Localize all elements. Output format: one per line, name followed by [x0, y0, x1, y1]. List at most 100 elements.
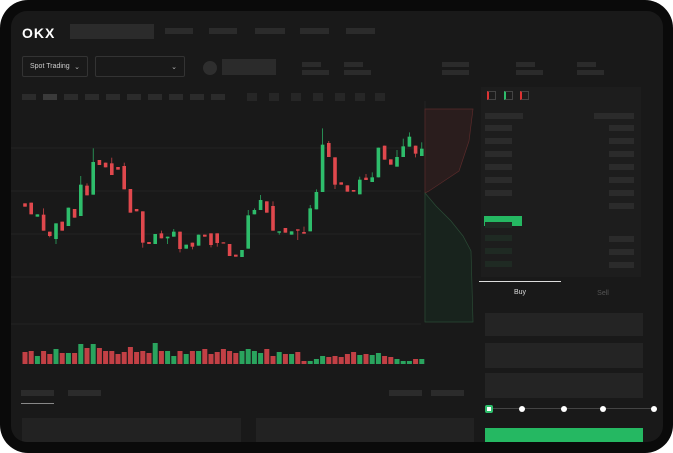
chart-tool-icon[interactable]	[269, 93, 279, 101]
volume-bar	[357, 355, 363, 364]
candle-body	[339, 182, 343, 185]
volume-bar	[351, 352, 357, 364]
volume-bar	[413, 359, 419, 364]
candle-body	[128, 189, 133, 213]
nav-item[interactable]	[255, 28, 285, 34]
volume-bar	[382, 356, 388, 364]
candle-body	[358, 179, 362, 195]
ask-price	[485, 125, 512, 131]
candle-body	[116, 167, 120, 170]
candlestick-chart[interactable]	[11, 11, 663, 442]
slider-step-50[interactable]	[561, 406, 567, 412]
chart-tool-icon[interactable]	[355, 93, 365, 101]
timeframe-button[interactable]	[64, 94, 78, 100]
buy-submit-button[interactable]	[485, 428, 643, 442]
nav-item[interactable]	[346, 28, 375, 34]
candle-body	[172, 231, 176, 237]
candle-body	[122, 166, 126, 190]
slider-step-100[interactable]	[651, 406, 657, 412]
volume-bar	[78, 344, 84, 364]
candle-body	[246, 215, 250, 249]
candle-body	[351, 190, 356, 192]
market-select[interactable]: Spot Trading ⌄	[22, 56, 88, 77]
tab-underline	[21, 403, 54, 404]
volume-bar	[196, 351, 202, 364]
chart-tool-icon[interactable]	[375, 93, 385, 101]
chart-tool-icon[interactable]	[313, 93, 323, 101]
chart-tool-icon[interactable]	[335, 93, 345, 101]
volume-bar	[264, 349, 270, 364]
candle-body	[184, 244, 188, 249]
candle-body	[35, 214, 40, 217]
filter-button[interactable]	[389, 390, 422, 396]
slider-step-75[interactable]	[600, 406, 606, 412]
book-layout-icon[interactable]	[487, 91, 496, 100]
ticker-stat	[302, 70, 329, 75]
candle-body	[66, 207, 71, 226]
slider-handle[interactable]	[485, 405, 493, 413]
candle-body	[141, 211, 145, 243]
candle-body	[159, 233, 164, 239]
timeframe-button[interactable]	[211, 94, 225, 100]
nav-item[interactable]	[165, 28, 193, 34]
volume-bar	[127, 347, 133, 364]
tab-buy[interactable]: Buy	[513, 289, 527, 296]
amount-input[interactable]	[485, 343, 643, 368]
chart-tool-icon[interactable]	[291, 93, 301, 101]
timeframe-button[interactable]	[43, 94, 57, 100]
orders-panel	[22, 418, 241, 442]
tab-sell[interactable]: Sell	[597, 290, 609, 297]
candle-body	[110, 163, 114, 175]
volume-bar	[388, 357, 394, 364]
candle-body	[389, 159, 393, 165]
candle-body	[302, 232, 306, 234]
candle-body	[364, 177, 368, 180]
volume-bar	[109, 351, 115, 364]
book-layout-icon[interactable]	[520, 91, 529, 100]
tab-order-history[interactable]	[68, 390, 101, 396]
volume-bar	[270, 356, 276, 364]
book-layout-icon[interactable]	[504, 91, 513, 100]
volume-bar	[276, 352, 282, 364]
candle-body	[41, 214, 46, 231]
nav-item[interactable]	[300, 28, 329, 34]
volume-bar	[332, 356, 338, 364]
candle-body	[48, 231, 52, 236]
nav-item[interactable]	[209, 28, 237, 34]
slider-step-25[interactable]	[519, 406, 525, 412]
volume-bar	[301, 361, 307, 364]
volume-bar	[189, 351, 195, 364]
volume-bar	[165, 351, 171, 364]
slider-track[interactable]	[489, 408, 657, 409]
timeframe-button[interactable]	[127, 94, 141, 100]
timeframe-button[interactable]	[148, 94, 162, 100]
candle-body	[314, 192, 319, 210]
timeframe-button[interactable]	[106, 94, 120, 100]
candle-body	[209, 233, 213, 245]
timeframe-button[interactable]	[22, 94, 36, 100]
volume-bar	[41, 351, 47, 364]
price-input[interactable]	[485, 313, 643, 336]
volume-bar	[214, 352, 220, 364]
volume-bar	[115, 354, 121, 364]
candle-body	[327, 143, 331, 157]
timeframe-button[interactable]	[169, 94, 183, 100]
volume-bar	[96, 348, 102, 364]
candle-body	[308, 208, 312, 232]
timeframe-button[interactable]	[190, 94, 204, 100]
chevron-down-icon: ⌄	[171, 63, 177, 71]
total-input[interactable]	[485, 373, 643, 398]
candle-body	[97, 160, 102, 165]
chart-tool-icon[interactable]	[247, 93, 257, 101]
volume-bar	[140, 351, 146, 364]
candle-body	[29, 202, 33, 215]
pair-select[interactable]: ⌄	[95, 56, 185, 77]
timeframe-button[interactable]	[85, 94, 99, 100]
search-bar[interactable]	[70, 24, 154, 39]
ticker-stat	[577, 70, 604, 75]
ask-amount	[609, 164, 634, 170]
tab-open-orders[interactable]	[21, 390, 54, 396]
filter-button[interactable]	[431, 390, 464, 396]
volume-bar	[220, 349, 226, 364]
